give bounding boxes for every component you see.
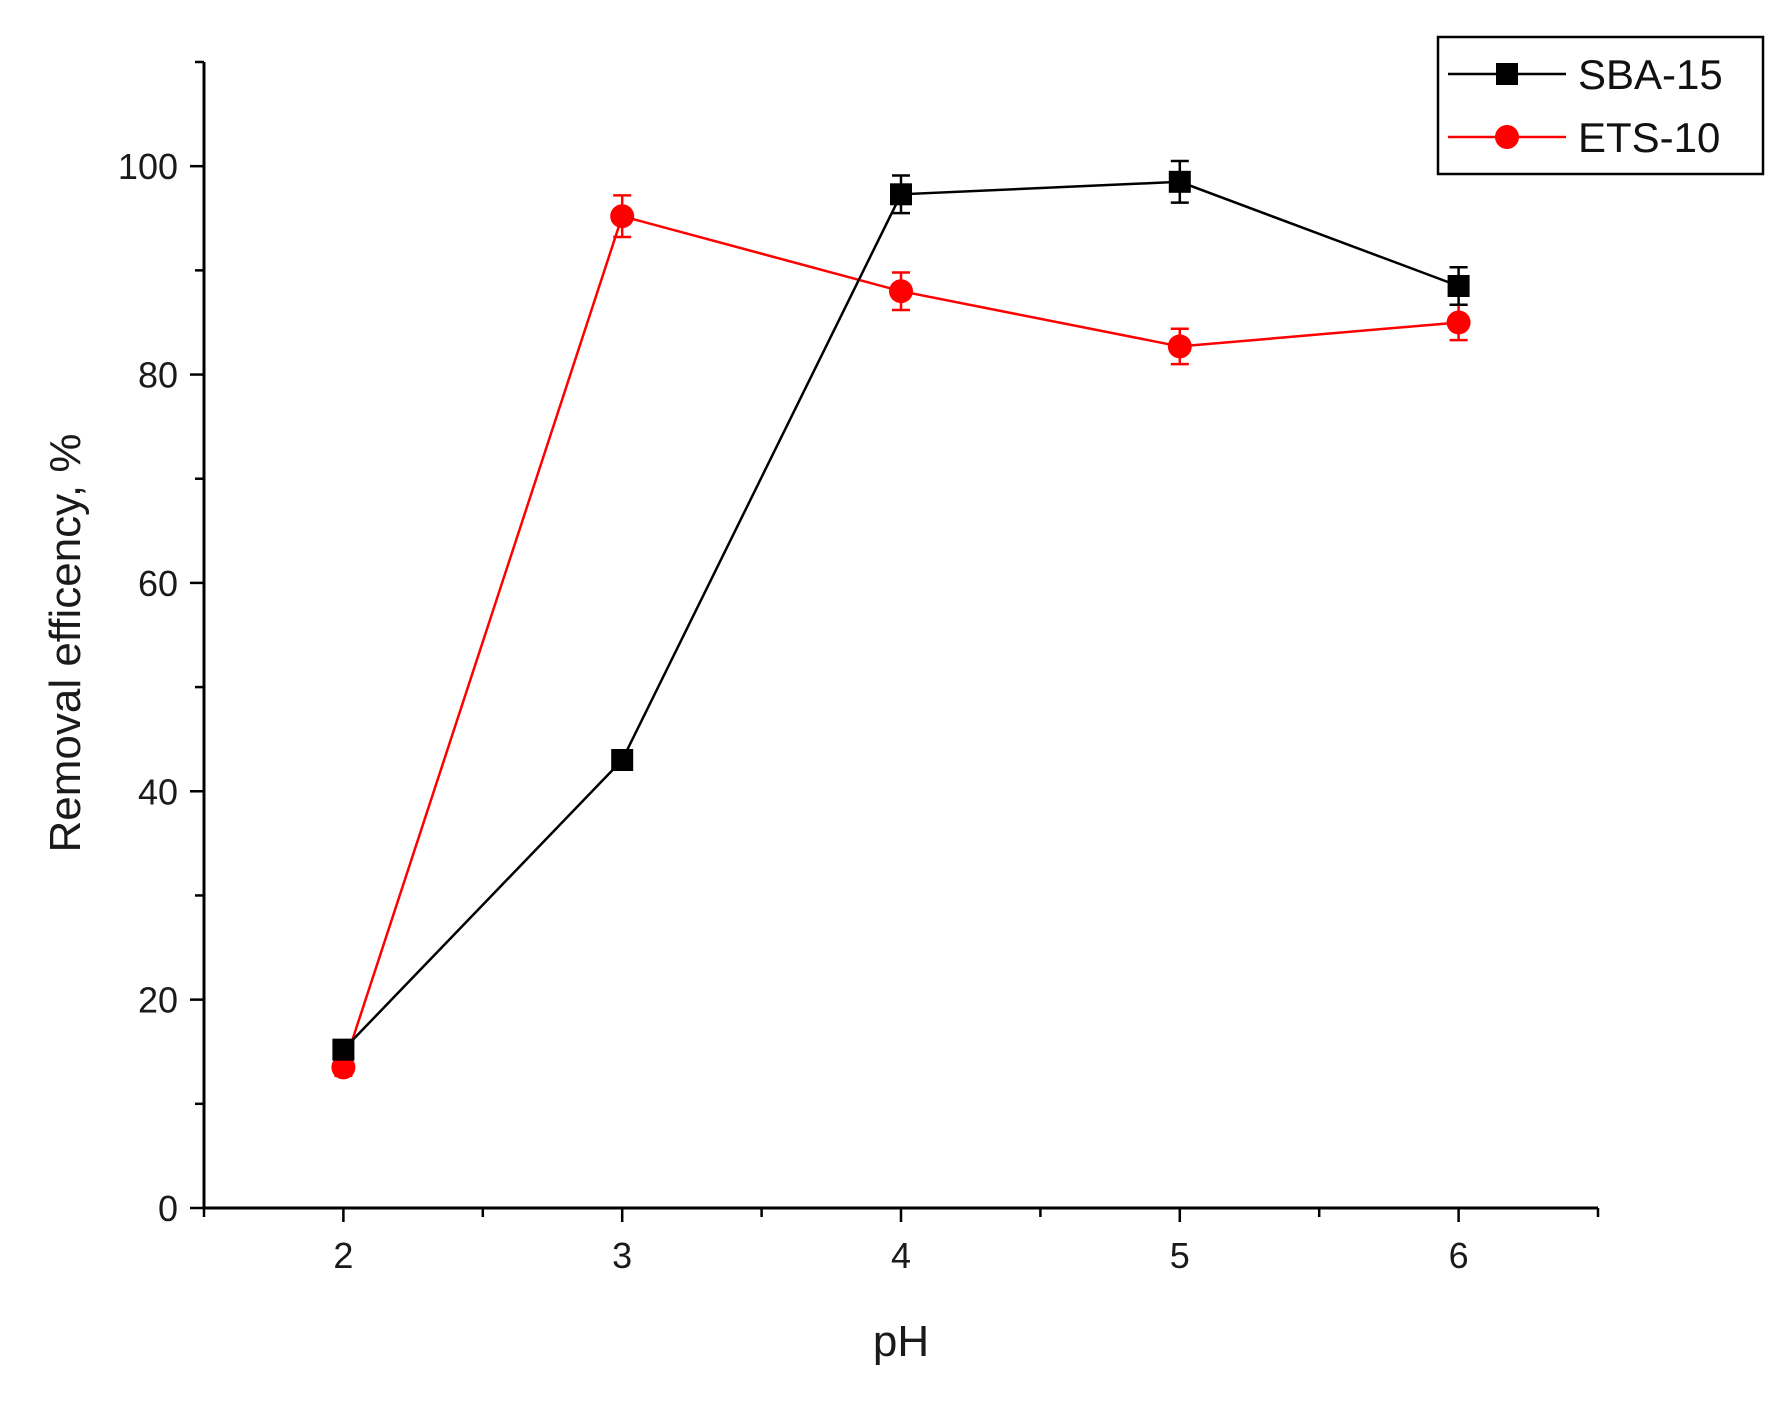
x-tick-label: 4 bbox=[891, 1235, 911, 1276]
legend-label: ETS-10 bbox=[1578, 114, 1720, 161]
series-ets-10 bbox=[331, 194, 1471, 1080]
y-tick-label: 20 bbox=[138, 980, 178, 1021]
ticks-layer: 0 20 40 60 80 100 2 3 4 5 6 bbox=[118, 60, 1600, 1276]
x-tick-label: 6 bbox=[1449, 1235, 1469, 1276]
x-axis-title: pH bbox=[873, 1317, 929, 1366]
data-point bbox=[611, 749, 634, 772]
data-point bbox=[610, 204, 635, 229]
data-point bbox=[331, 1055, 356, 1080]
data-point bbox=[1167, 334, 1192, 359]
series-sba-15 bbox=[332, 159, 1470, 1061]
x-tick-label: 3 bbox=[612, 1235, 632, 1276]
data-point bbox=[889, 279, 913, 304]
y-tick-label: 80 bbox=[138, 355, 178, 396]
data-point bbox=[890, 183, 912, 206]
data-point bbox=[1447, 274, 1470, 297]
y-axis-title: Removal efficency, % bbox=[41, 434, 90, 853]
x-tick-label: 2 bbox=[333, 1235, 353, 1276]
legend-label: SBA-15 bbox=[1578, 51, 1723, 98]
y-tick-label: 0 bbox=[158, 1188, 178, 1229]
data-point bbox=[1168, 170, 1191, 193]
legend-marker bbox=[1495, 125, 1519, 149]
x-tick-label: 5 bbox=[1170, 1235, 1190, 1276]
legend-marker bbox=[1496, 63, 1518, 85]
legend: SBA-15 ETS-10 bbox=[1436, 35, 1765, 176]
y-tick-label: 100 bbox=[118, 146, 178, 187]
y-tick-label: 60 bbox=[138, 563, 178, 604]
data-point bbox=[332, 1038, 355, 1061]
series-layer bbox=[331, 159, 1471, 1080]
data-point bbox=[1446, 310, 1471, 335]
legend-box bbox=[1436, 35, 1765, 176]
y-tick-label: 40 bbox=[138, 771, 178, 812]
